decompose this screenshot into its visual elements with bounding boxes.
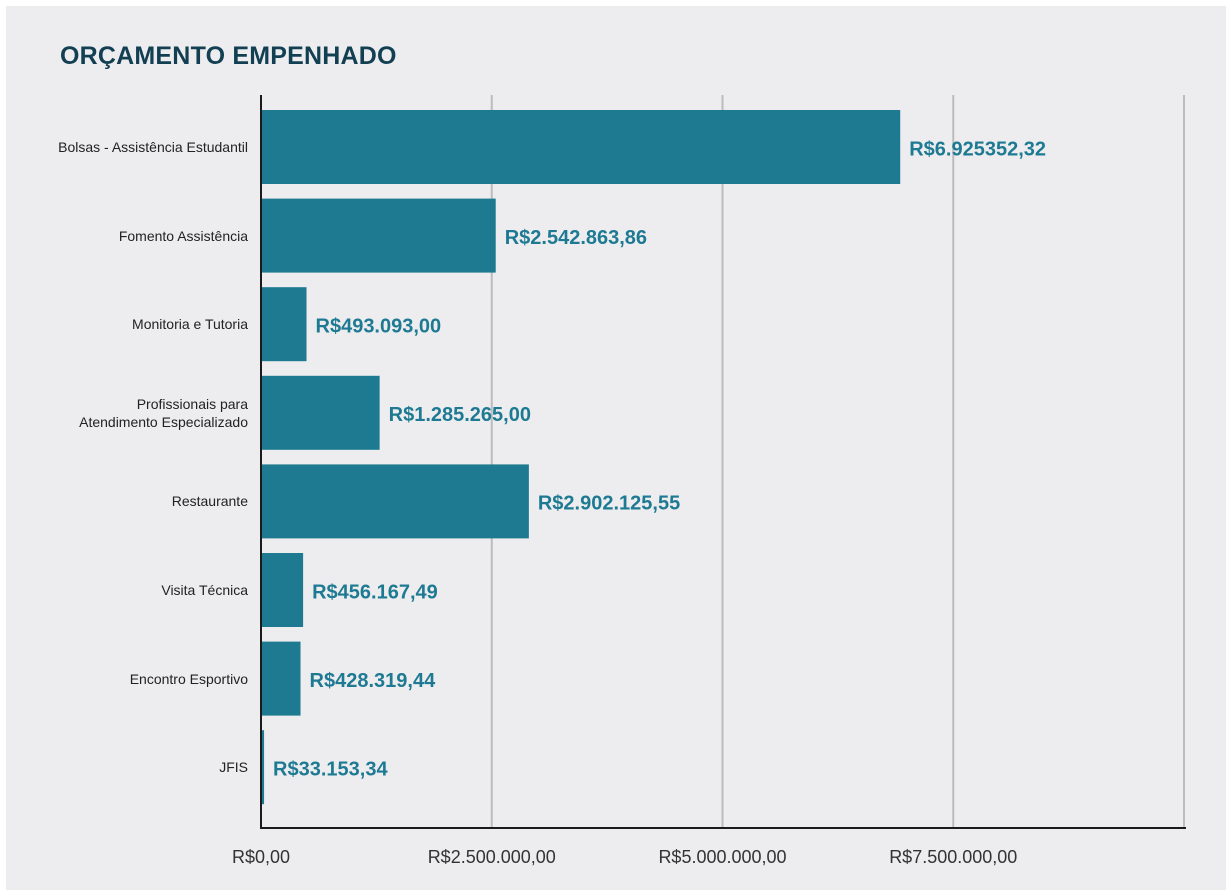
value-label: R$493.093,00: [316, 315, 442, 337]
x-tick-label: R$5.000.000,00: [658, 847, 786, 867]
y-tick-label: Restaurante: [171, 493, 248, 510]
y-tick-label: Bolsas - Assistência Estudantil: [58, 139, 248, 155]
y-tick-label: Profissionais para Atendimento Especiali…: [79, 395, 248, 430]
bar: [261, 730, 265, 805]
value-label: R$2.902.125,55: [538, 493, 680, 515]
x-tick-label: R$2.500.000,00: [428, 847, 556, 867]
chart-title: ORÇAMENTO EMPENHADO: [60, 42, 397, 70]
value-label: R$428.319,44: [310, 670, 437, 692]
chart-panel: ORÇAMENTO EMPENHADO R$0,00 R$2.500.000,00…: [6, 6, 1226, 890]
y-tick-label: Fomento Assistência: [118, 227, 248, 244]
y-tick-label: Encontro Esportivo: [129, 670, 248, 687]
bar: [261, 641, 301, 716]
value-label: R$1.285.265,00: [389, 404, 531, 426]
bar: [261, 110, 901, 184]
value-label: R$33.153,34: [273, 758, 388, 780]
y-tick-label: Visita Técnica: [161, 582, 248, 598]
bar: [261, 553, 304, 627]
bar: [261, 198, 496, 273]
value-label: R$6.925352,32: [909, 138, 1046, 160]
y-tick-label: JFIS: [219, 759, 248, 776]
bar: [261, 287, 307, 362]
y-tick-label: Monitoria e Tutoria: [132, 316, 248, 333]
value-label: R$456.167,49: [312, 581, 438, 603]
bar: [261, 464, 529, 539]
x-tick-label: R$7.500.000,00: [889, 847, 1017, 867]
bar: [261, 375, 380, 450]
value-label: R$2.542.863,86: [505, 227, 647, 249]
x-tick-label: R$0,00: [232, 847, 290, 867]
chart: R$0,00 R$2.500.000,00 R$5.000.000,00 R$7.50…: [232, 95, 1186, 867]
